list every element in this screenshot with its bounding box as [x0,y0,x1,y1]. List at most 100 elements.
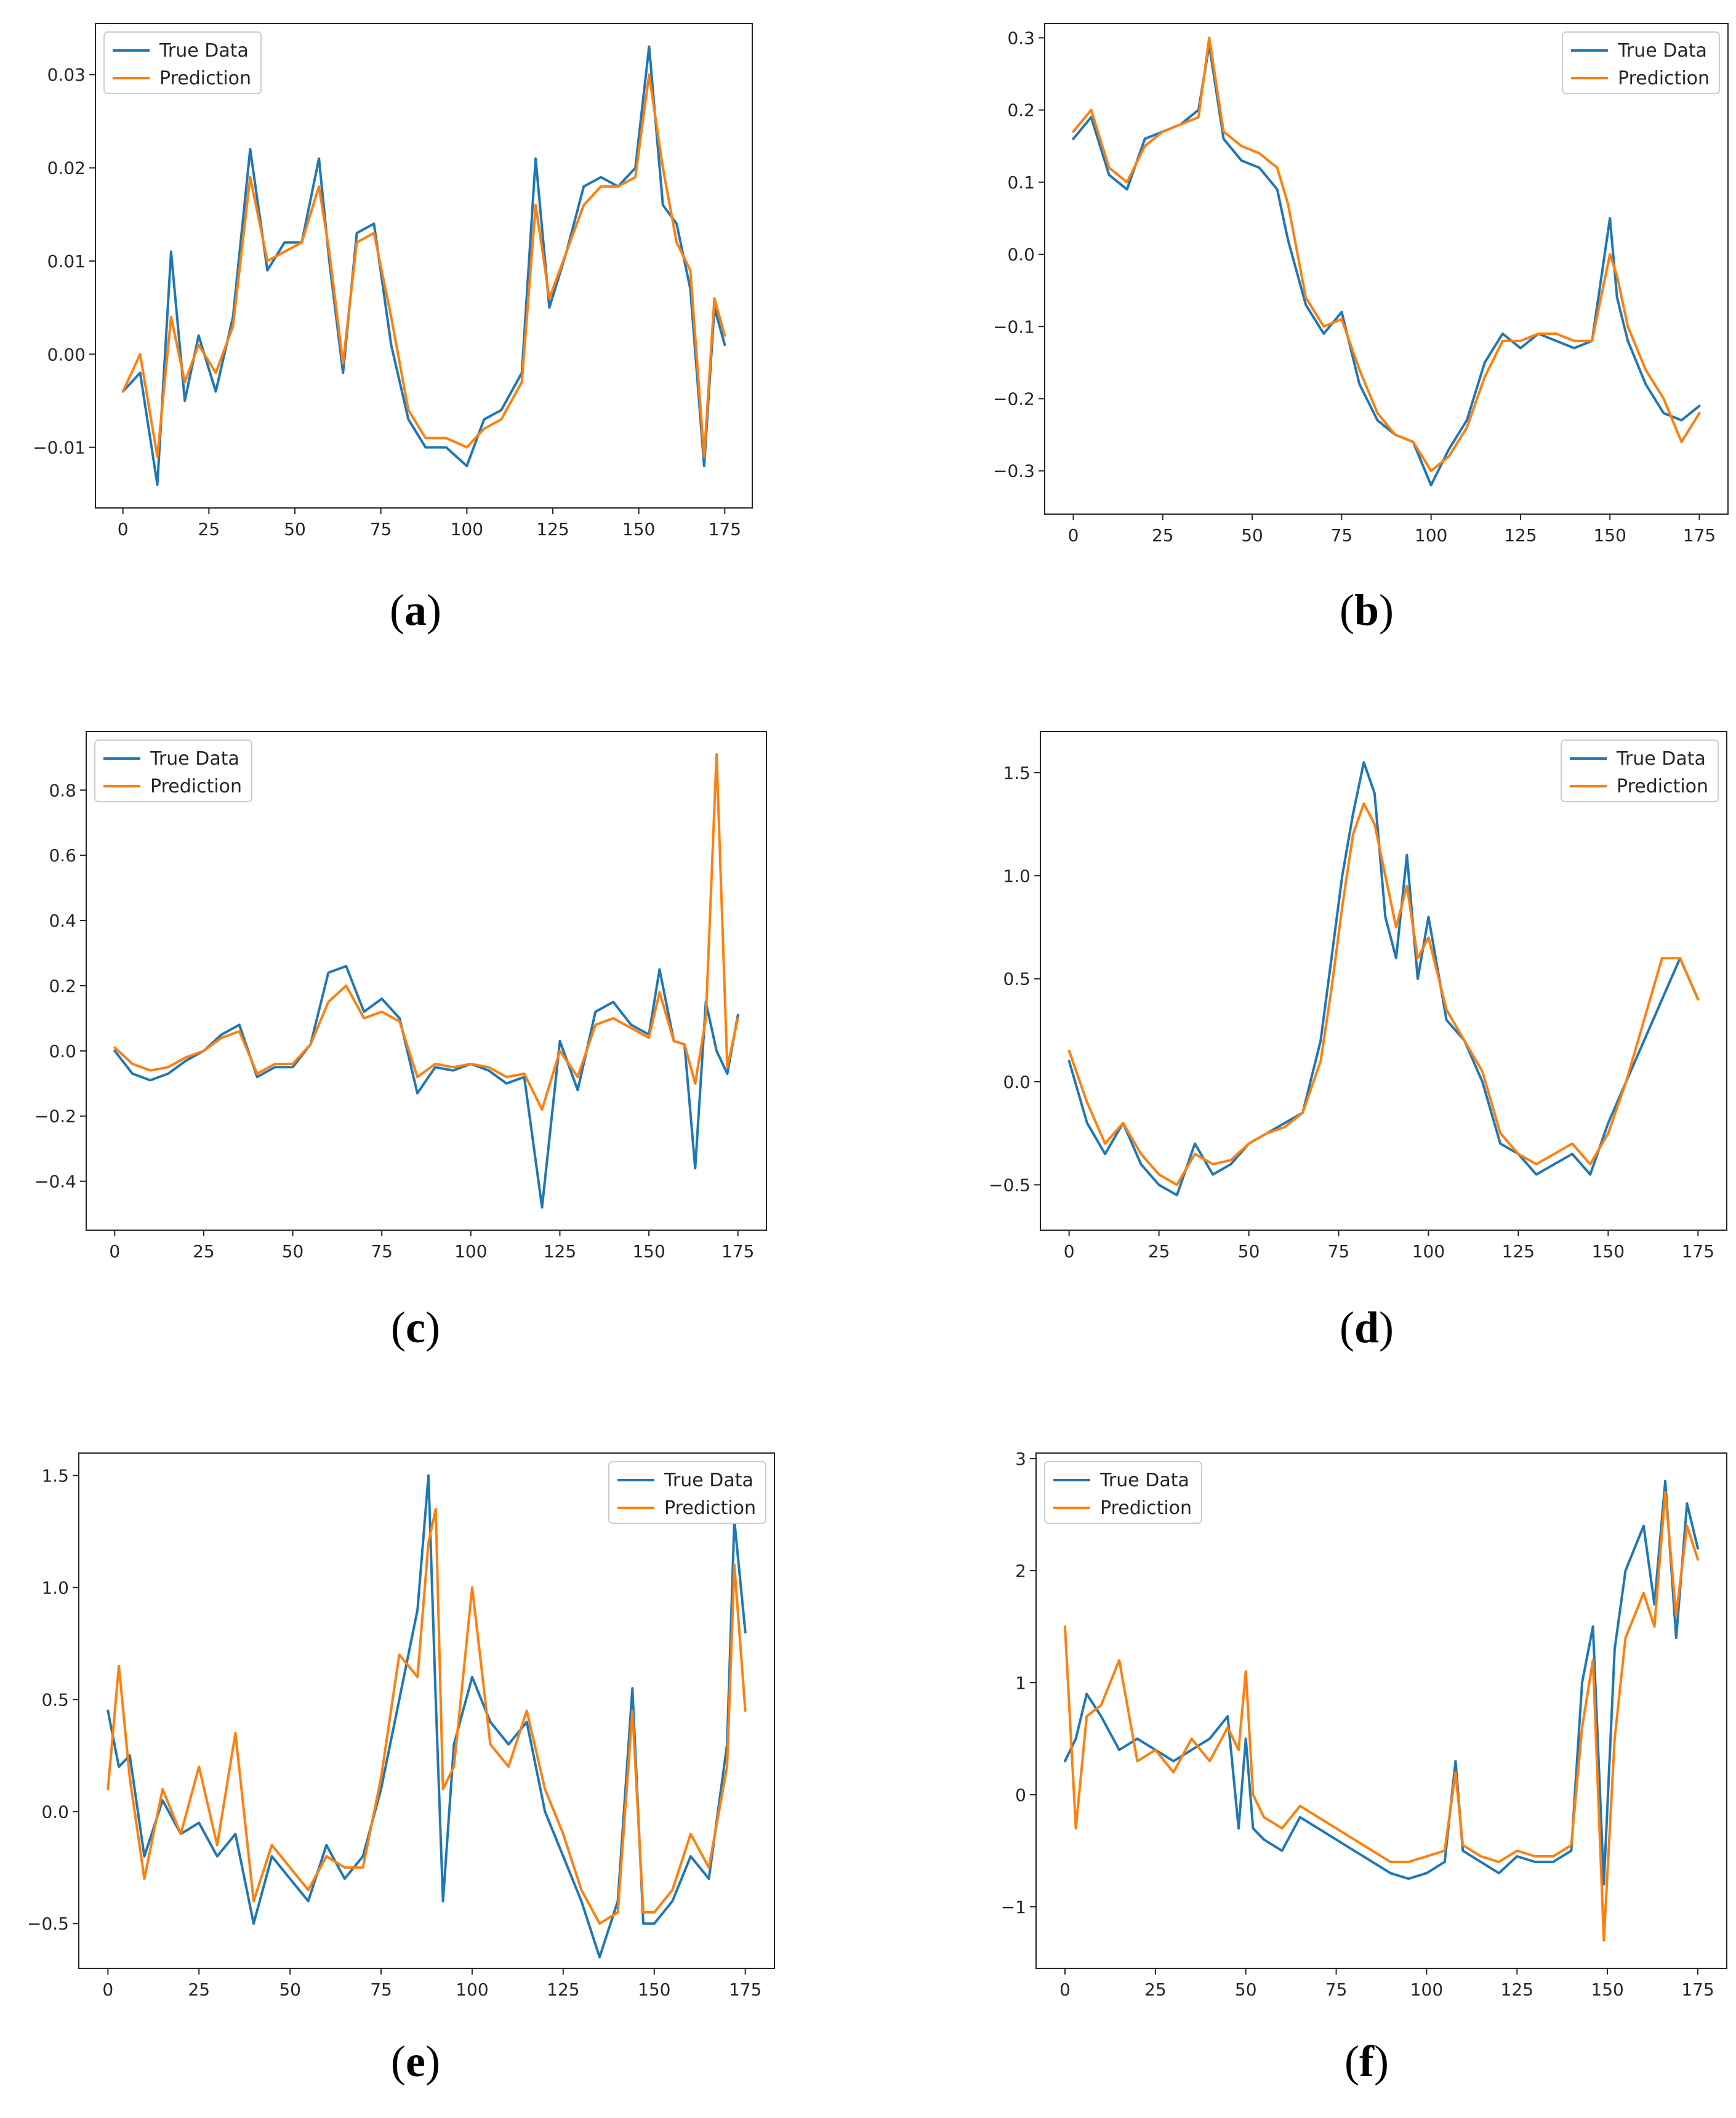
chart-panel-a: 0 25 50 75 100 125 150 175 −0.01 0.00 0.01 0.02 0.03… [33,23,753,635]
legend-label: Prediction [1100,1497,1192,1519]
legend-label: True Data [159,40,249,62]
x-tick-label: 125 [544,1241,576,1262]
y-tick-label: −0.01 [33,438,86,458]
x-tick-label: 50 [284,519,306,539]
series-line-true-data [113,965,739,1209]
y-tick-label: 0.02 [47,158,86,179]
x-tick-label: 100 [451,519,483,539]
x-tick-label: 125 [536,519,569,539]
y-tick-label: −0.2 [34,1106,76,1127]
x-tick-label: 100 [456,1979,488,2000]
series-line-true-data [121,45,726,486]
x-tick-label: 150 [638,1979,670,2000]
panel-caption: (e) [391,2037,440,2086]
chart-panel-e: 0 25 50 75 100 125 150 175 −0.5 0.0 0.5 1.0 1.5 True … [27,1452,775,2086]
x-tick-label: 25 [1152,525,1174,546]
x-tick-label: 100 [1410,1979,1443,2000]
y-tick-label: 3 [1015,1449,1026,1469]
y-tick-label: −0.5 [27,1914,69,1934]
x-tick-label: 0 [1059,1979,1071,2000]
y-tick-label: 1.5 [1003,763,1031,783]
y-tick-label: 1.0 [41,1577,69,1598]
caption-letter: e [406,2037,425,2086]
x-tick-label: 150 [1591,1979,1623,2000]
y-tick-label: 0.03 [47,65,86,85]
series-line-true-data [1064,1480,1699,1886]
x-tick-label: 125 [1502,1241,1535,1262]
series-line-prediction [1072,36,1701,472]
y-tick-label: −0.1 [993,316,1035,337]
legend-label: Prediction [1617,776,1708,797]
x-tick-label: 25 [198,519,220,539]
panel-caption: (b) [1340,586,1394,635]
x-tick-label: 175 [721,1241,754,1262]
caption-close-paren: ) [1379,586,1394,635]
x-tick-label: 50 [1235,1979,1257,2000]
legend-label: True Data [664,1470,753,1491]
x-tick-label: 150 [1592,1241,1625,1262]
legend-label: Prediction [664,1497,756,1519]
y-tick-label: 0.0 [1003,1072,1031,1092]
plot-frame [1044,23,1729,515]
x-tick-label: 50 [1238,1241,1260,1262]
legend: True Data Prediction [103,31,262,94]
legend-label: True Data [150,748,239,770]
y-tick-label: −0.4 [34,1172,76,1192]
y-tick-label: 0.2 [1007,100,1035,121]
legend-label: True Data [1099,1470,1189,1491]
y-tick-label: 0.5 [41,1689,69,1710]
caption-open-paren: ( [391,2037,406,2086]
x-tick-label: 125 [547,1979,579,2000]
x-tick-label: 75 [1331,525,1353,546]
plot-frame [86,731,767,1231]
x-tick-label: 125 [1504,525,1537,546]
y-tick-label: −0.5 [989,1175,1031,1195]
x-tick-label: 0 [118,519,129,539]
x-tick-label: 25 [1148,1241,1170,1262]
caption-open-paren: ( [390,586,404,635]
y-tick-label: 0.5 [1003,969,1031,989]
y-tick-label: 1 [1015,1673,1026,1693]
caption-close-paren: ) [1374,2037,1389,2086]
caption-open-paren: ( [1340,1303,1354,1352]
y-tick-label: 1.0 [1003,866,1031,886]
x-tick-label: 150 [632,1241,665,1262]
y-tick-label: −1 [1001,1897,1026,1917]
x-tick-label: 150 [622,519,655,539]
x-tick-label: 100 [1415,525,1447,546]
series-line-true-data [106,1474,747,1959]
legend: True Data Prediction [608,1461,766,1524]
x-tick-label: 125 [1501,1979,1533,2000]
caption-letter: a [404,586,427,635]
legend-label: Prediction [1618,68,1710,89]
x-tick-label: 25 [193,1241,215,1262]
x-tick-label: 25 [188,1979,210,2000]
caption-close-paren: ) [1379,1303,1394,1352]
plot-frame [1040,731,1727,1231]
x-tick-label: 50 [1241,525,1263,546]
x-tick-label: 0 [102,1979,113,2000]
series-line-prediction [106,1508,747,1925]
chart-panel-d: 0 25 50 75 100 125 150 175 −0.5 0.0 0.5 1.0 1.5 True … [989,731,1727,1352]
plot-frame [78,1452,775,1969]
y-tick-label: 1.5 [41,1465,69,1486]
x-tick-label: 100 [1412,1241,1445,1262]
y-tick-label: −0.2 [993,389,1035,409]
caption-close-paren: ) [425,1303,440,1352]
x-tick-label: 75 [1325,1979,1348,2000]
panel-caption: (c) [391,1303,440,1352]
legend-label: True Data [1617,40,1707,62]
x-tick-label: 75 [371,1241,393,1262]
x-tick-label: 0 [109,1241,120,1262]
legend-label: Prediction [150,776,242,797]
panel-caption: (d) [1340,1303,1394,1352]
legend: True Data Prediction [1562,31,1720,94]
series-line-prediction [113,753,739,1111]
x-tick-label: 175 [1683,525,1716,546]
y-tick-label: 0.0 [49,1041,76,1061]
y-tick-label: 0.6 [49,845,76,866]
x-tick-label: 75 [370,1979,392,2000]
x-tick-label: 175 [1682,1241,1714,1262]
x-tick-label: 50 [282,1241,304,1262]
legend-label: True Data [1616,748,1706,770]
